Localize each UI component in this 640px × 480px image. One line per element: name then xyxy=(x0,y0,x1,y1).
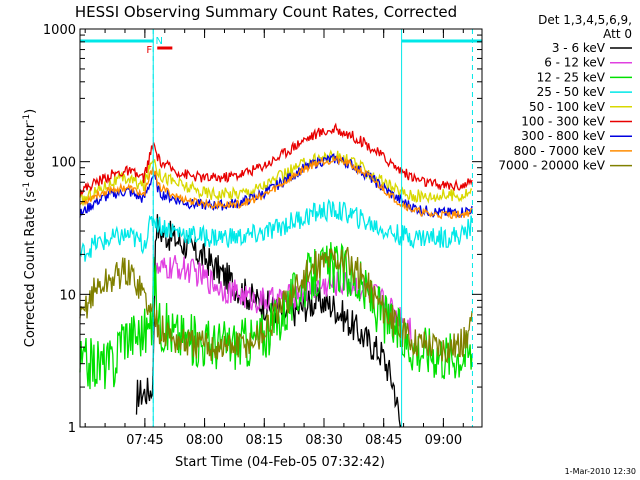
y-tick-label: 1000 xyxy=(43,23,76,38)
y-tick-label: 100 xyxy=(51,156,76,171)
legend-entry-label: 7000 - 20000 keV xyxy=(498,159,605,173)
plot-frame xyxy=(79,28,483,428)
y-tick-label: 1 xyxy=(68,421,76,436)
legend-entry-label: 6 - 12 keV xyxy=(544,56,606,70)
legend-entry-label: 300 - 800 keV xyxy=(521,129,605,143)
flag-label: F xyxy=(146,45,152,56)
x-tick-label: 08:15 xyxy=(246,433,283,448)
x-tick-label: 07:45 xyxy=(126,433,163,448)
x-tick-label: 08:30 xyxy=(305,433,342,448)
series-line-5 xyxy=(79,122,473,197)
y-tick-label: 10 xyxy=(59,288,76,303)
chart-title: HESSI Observing Summary Count Rates, Cor… xyxy=(75,3,457,21)
x-tick-label: 09:00 xyxy=(425,433,462,448)
tick-layer: 1 10 100 1000 07:45 08:00 08:15 08:30 08:45 09:00 xyxy=(43,23,482,448)
series-line-7 xyxy=(79,155,473,220)
legend-entry-label: 800 - 7000 keV xyxy=(514,144,606,158)
x-axis-label: Start Time (04-Feb-05 07:32:42) xyxy=(175,455,385,470)
legend-entry-label: 3 - 6 keV xyxy=(552,41,606,55)
y-axis-label-main: Corrected Count Rate (s xyxy=(23,191,38,348)
series-line-3 xyxy=(79,198,473,262)
marker-layer: FN xyxy=(80,29,482,427)
y-axis-label-mid: detector xyxy=(23,122,38,182)
footer-date: 1-Mar-2010 12:30 xyxy=(565,467,636,476)
y-axis-label: Corrected Count Rate (s-1 detector-1) xyxy=(22,109,38,347)
y-axis-label-sup2: -1 xyxy=(22,114,32,123)
legend-header-1: Det 1,3,4,5,6,9, xyxy=(538,13,632,27)
legend-header-2: Att 0 xyxy=(603,27,632,41)
x-tick-label: 08:45 xyxy=(365,433,402,448)
legend-entry-label: 50 - 100 keV xyxy=(529,100,606,114)
legend-entry-label: 12 - 25 keV xyxy=(537,70,606,84)
legend-entry-label: 25 - 50 keV xyxy=(537,85,606,99)
legend-entry-label: 100 - 300 keV xyxy=(521,115,605,129)
y-axis-label-sup1: -1 xyxy=(22,182,32,191)
flag-label: N xyxy=(155,36,162,47)
y-axis-label-end: ) xyxy=(23,109,38,114)
series-layer xyxy=(79,122,473,429)
series-line-8 xyxy=(79,246,473,364)
x-tick-label: 08:00 xyxy=(186,433,223,448)
series-line-2 xyxy=(79,242,473,390)
